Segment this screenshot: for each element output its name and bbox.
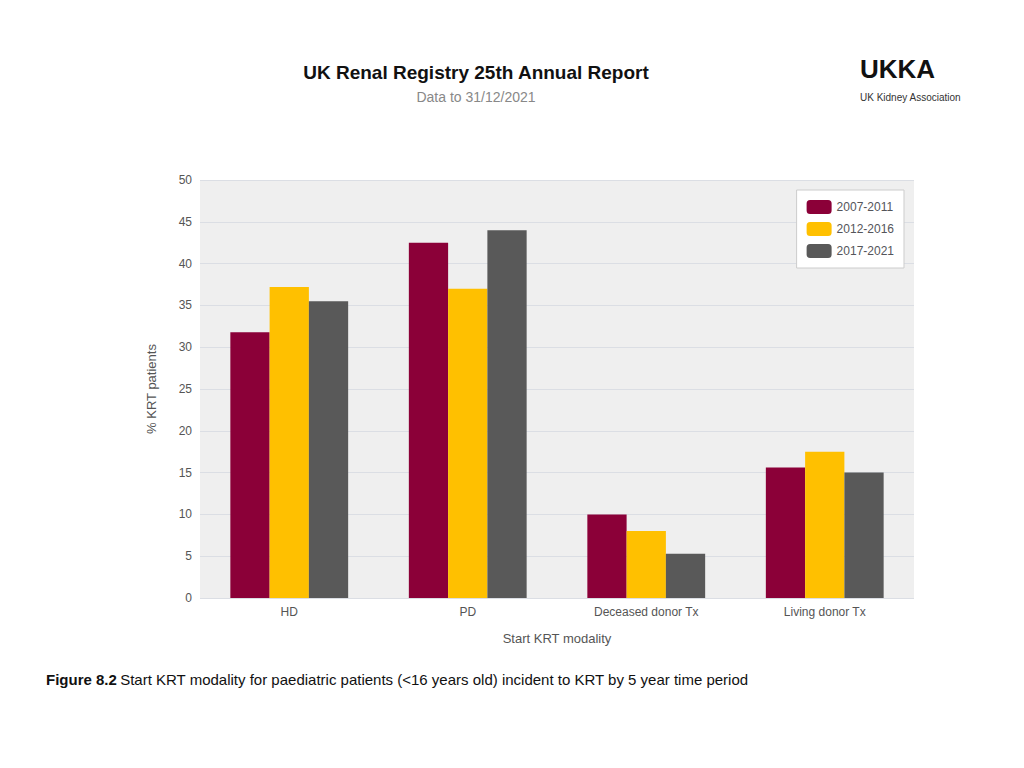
svg-text:Deceased donor Tx: Deceased donor Tx [594, 605, 699, 619]
svg-text:2012-2016: 2012-2016 [837, 222, 895, 236]
svg-text:15: 15 [179, 466, 193, 480]
svg-text:10: 10 [179, 507, 193, 521]
svg-text:2017-2021: 2017-2021 [837, 244, 895, 258]
svg-text:Start KRT modality: Start KRT modality [503, 631, 612, 646]
svg-text:Living donor Tx: Living donor Tx [784, 605, 866, 619]
svg-text:20: 20 [179, 424, 193, 438]
svg-text:Data to 31/12/2021: Data to 31/12/2021 [416, 89, 535, 105]
svg-text:45: 45 [179, 215, 193, 229]
svg-text:25: 25 [179, 382, 193, 396]
svg-text:5: 5 [185, 549, 192, 563]
svg-text:% KRT patients: % KRT patients [144, 344, 159, 434]
svg-text:2007-2011: 2007-2011 [837, 200, 894, 214]
svg-text:Start KRT modality for paediat: Start KRT modality for paediatric patien… [120, 671, 748, 688]
svg-text:UK Renal Registry 25th Annual: UK Renal Registry 25th Annual Report [303, 62, 649, 83]
svg-text:UK Kidney Association: UK Kidney Association [860, 92, 961, 103]
svg-text:Figure 8.2: Figure 8.2 [46, 671, 117, 688]
svg-text:PD: PD [459, 605, 476, 619]
svg-text:0: 0 [185, 591, 192, 605]
svg-text:30: 30 [179, 340, 193, 354]
svg-text:35: 35 [179, 298, 193, 312]
svg-text:40: 40 [179, 257, 193, 271]
svg-text:HD: HD [281, 605, 299, 619]
svg-text:UKKA: UKKA [860, 54, 935, 84]
svg-text:50: 50 [179, 173, 193, 187]
